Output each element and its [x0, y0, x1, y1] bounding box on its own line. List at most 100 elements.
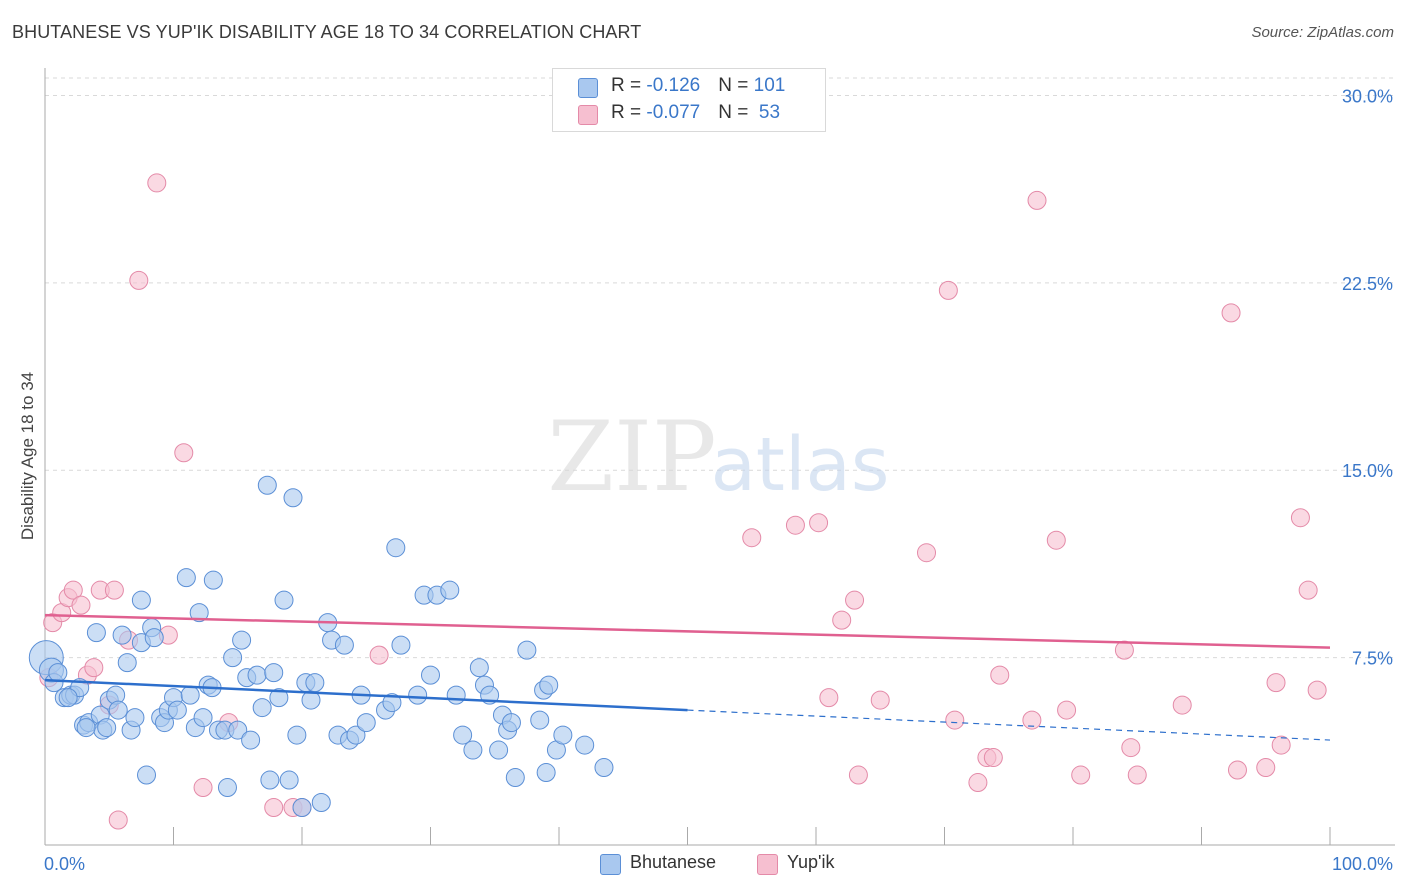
yupik-point	[71, 595, 91, 615]
yupik-trend-line	[44, 613, 1331, 649]
yupik-point	[129, 270, 149, 290]
bhutanese-points	[28, 475, 614, 818]
yupik-point	[1298, 580, 1318, 600]
bhutanese-point	[408, 685, 428, 705]
bhutanese-point	[223, 648, 243, 668]
bhutanese-point	[283, 488, 303, 508]
bhutanese-point	[536, 763, 556, 783]
bhutanese-point	[274, 590, 294, 610]
bhutanese-point	[269, 688, 289, 708]
yupik-point	[785, 515, 805, 535]
series-legend: Bhutanese Yup'ik	[0, 852, 1406, 876]
yupik-point	[1307, 680, 1327, 700]
yupik-point	[870, 690, 890, 710]
yupik-point	[1027, 190, 1047, 210]
source-label: Source: ZipAtlas.com	[1251, 24, 1394, 41]
legend-row-bhutanese: R = -0.126 N = 101	[553, 74, 825, 100]
bhutanese-point	[247, 665, 267, 685]
bhutanese-point	[137, 765, 157, 785]
bhutanese-point	[193, 708, 213, 728]
bhutanese-point	[58, 688, 78, 708]
yupik-point	[809, 513, 829, 533]
yupik-point	[1290, 508, 1310, 528]
bhutanese-point	[440, 580, 460, 600]
legend-swatch-yupik	[757, 854, 778, 875]
x-tick-label: 100.0%	[1332, 854, 1393, 874]
y-tick-label: 30.0%	[1342, 86, 1393, 106]
legend-swatch-bhutanese	[578, 78, 598, 98]
watermark-zip: ZIP	[547, 401, 716, 513]
bhutanese-point	[260, 770, 280, 790]
watermark-atlas: atlas	[711, 422, 890, 508]
chart-title: BHUTANESE VS YUP'IK DISABILITY AGE 18 TO…	[12, 22, 642, 42]
bhutanese-point	[575, 735, 595, 755]
yupik-point	[983, 748, 1003, 768]
series-name: Bhutanese	[630, 852, 717, 872]
yupik-point	[1266, 673, 1286, 693]
bhutanese-point	[517, 640, 537, 660]
yupik-point	[845, 590, 865, 610]
yupik-point	[174, 443, 194, 463]
yupik-point	[1256, 758, 1276, 778]
bhutanese-point	[501, 713, 521, 733]
tick-label-layer: 7.5% 15.0% 22.5% 30.0% 0.0% 100.0%	[44, 86, 1393, 874]
bhutanese-point	[346, 725, 366, 745]
yupik-point	[1114, 640, 1134, 660]
bhutanese-point	[48, 663, 68, 683]
yupik-point	[84, 658, 104, 678]
bhutanese-point	[144, 628, 164, 648]
bhutanese-point	[463, 740, 483, 760]
trend-layer	[44, 613, 1331, 741]
bhutanese-point	[131, 590, 151, 610]
bhutanese-point	[76, 718, 96, 738]
bhutanese-point	[217, 778, 237, 798]
bhutanese-point	[108, 700, 128, 720]
bhutanese-point	[180, 685, 200, 705]
yupik-point	[990, 665, 1010, 685]
yupik-point	[63, 580, 83, 600]
yupik-point	[104, 580, 124, 600]
bhutanese-trend-line	[44, 678, 688, 712]
yupik-point	[1221, 303, 1241, 323]
y-tick-label: 22.5%	[1342, 274, 1393, 294]
bhutanese-point	[386, 538, 406, 558]
bhutanese-point	[292, 798, 312, 818]
yupik-point	[742, 528, 762, 548]
bhutanese-point	[391, 635, 411, 655]
yupik-point	[1172, 695, 1192, 715]
bhutanese-point	[252, 698, 272, 718]
yupik-point	[1127, 765, 1147, 785]
bhutanese-point	[241, 730, 261, 750]
bhutanese-point	[232, 630, 252, 650]
bhutanese-point	[97, 718, 117, 738]
bhutanese-point	[287, 725, 307, 745]
yupik-point	[264, 798, 284, 818]
bhutanese-point	[86, 623, 106, 643]
bhutanese-point	[228, 720, 248, 740]
y-tick-label: 15.0%	[1342, 461, 1393, 481]
bhutanese-point	[446, 685, 466, 705]
axis-layer	[44, 68, 1395, 846]
yupik-point	[1227, 760, 1247, 780]
bhutanese-point	[594, 758, 614, 778]
correlation-legend: R = -0.126 N = 101 R = -0.077 N = 53	[552, 68, 826, 132]
yupik-point	[917, 543, 937, 563]
bhutanese-point	[489, 740, 509, 760]
legend-r-label: R =	[611, 75, 647, 96]
bhutanese-point	[539, 675, 559, 695]
yupik-point	[832, 610, 852, 630]
yupik-point	[968, 773, 988, 793]
bhutanese-point	[279, 770, 299, 790]
legend-n-label: N =	[718, 102, 754, 123]
yupik-point	[1121, 738, 1141, 758]
series-name: Yup'ik	[787, 852, 835, 872]
yupik-point	[1057, 700, 1077, 720]
bhutanese-point	[553, 725, 573, 745]
bhutanese-point	[453, 725, 473, 745]
yupik-point	[1046, 530, 1066, 550]
bhutanese-point	[530, 710, 550, 730]
legend-swatch-bhutanese	[600, 854, 621, 875]
yupik-point	[369, 645, 389, 665]
bhutanese-trend-extension	[687, 709, 1331, 741]
